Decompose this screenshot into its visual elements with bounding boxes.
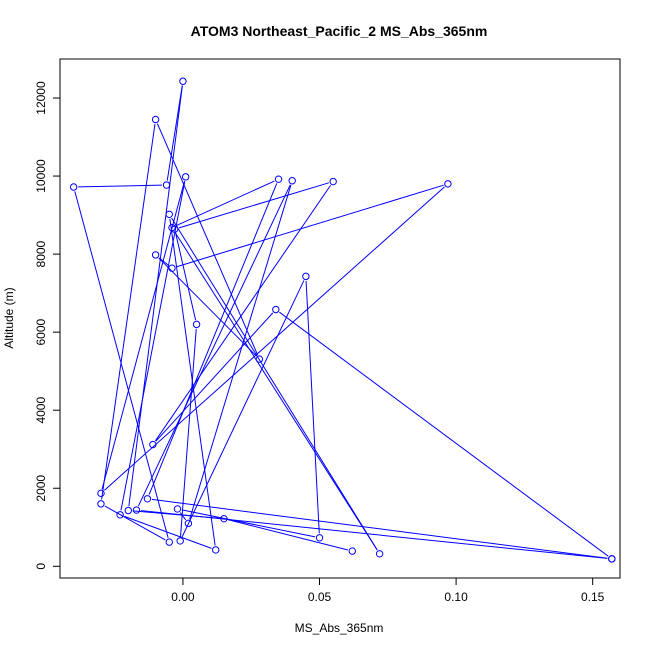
data-point — [255, 355, 264, 363]
data-point — [608, 555, 616, 563]
x-tick-label: 0.05 — [308, 590, 332, 604]
y-tick-label: 4000 — [34, 397, 48, 424]
data-point — [212, 546, 220, 554]
data-point — [165, 538, 173, 546]
data-point — [132, 506, 141, 514]
series-line-segment — [228, 519, 349, 551]
series-line-segment — [176, 184, 444, 268]
data-point — [173, 505, 182, 513]
y-tick-label: 12000 — [34, 81, 48, 115]
y-tick-label: 8000 — [34, 240, 48, 267]
chart-title: ATOM3 Northeast_Pacific_2 MS_Abs_365nm — [191, 23, 488, 39]
y-tick-label: 0 — [34, 563, 48, 570]
series-line-segment — [120, 181, 186, 511]
series-line-segment — [101, 181, 185, 490]
data-point — [171, 225, 179, 233]
series-line-segment — [305, 280, 320, 534]
y-tick-label: 2000 — [34, 475, 48, 502]
data-point — [179, 77, 187, 85]
x-tick-label: 0.15 — [581, 590, 605, 604]
series-line-segment — [137, 184, 291, 507]
series-line-segment — [181, 509, 316, 538]
data-points — [69, 77, 616, 563]
data-point — [176, 537, 184, 545]
data-point — [272, 305, 280, 314]
series-line-segment — [158, 257, 169, 266]
series-line-segment — [104, 505, 166, 541]
data-lines — [74, 85, 609, 559]
data-point — [375, 550, 384, 558]
data-point — [444, 180, 452, 188]
data-point — [165, 210, 173, 219]
series-line-segment — [180, 328, 197, 537]
data-point — [302, 272, 310, 281]
series-line-segment — [128, 85, 183, 507]
series-line-segment — [175, 180, 275, 227]
y-tick-label: 10000 — [34, 159, 48, 193]
series-line-segment — [155, 184, 332, 442]
series-line-segment — [166, 85, 183, 181]
x-tick-label: 0.00 — [171, 590, 195, 604]
series-line-segment — [171, 217, 378, 551]
data-point — [143, 495, 152, 503]
y-axis: 0 2000 4000 6000 8000 10000 12000 — [34, 81, 61, 570]
data-point — [348, 547, 356, 555]
series-line-segment — [151, 498, 608, 559]
data-point — [149, 440, 157, 449]
series-line-segment — [158, 257, 257, 357]
series-line-segment — [124, 515, 212, 549]
series-line-segment — [155, 312, 274, 442]
series-line-segment — [173, 231, 378, 551]
data-point — [181, 173, 190, 181]
data-point — [315, 534, 324, 542]
y-axis-label: Altitude (m) — [2, 287, 16, 348]
series-line-segment — [104, 186, 445, 491]
series-line-segment — [179, 512, 187, 521]
series-line-segment — [181, 280, 305, 538]
data-point — [162, 181, 171, 189]
data-point — [69, 183, 78, 191]
data-point — [288, 177, 296, 185]
series-line-segment — [78, 184, 163, 188]
data-point — [274, 175, 283, 183]
x-axis: 0.00 0.05 0.10 0.15 — [171, 577, 605, 604]
data-point — [124, 506, 132, 515]
series-line-segment — [101, 123, 156, 500]
data-point — [116, 511, 124, 519]
x-axis-label: MS_Abs_365nm — [295, 621, 384, 635]
data-point — [151, 115, 160, 124]
data-point — [151, 251, 160, 259]
series-line-segment — [148, 183, 278, 495]
series-line-segment — [189, 184, 292, 520]
x-tick-label: 0.10 — [444, 590, 468, 604]
data-point — [97, 500, 105, 508]
series-line-segment — [140, 510, 608, 559]
y-tick-label: 6000 — [34, 318, 48, 345]
series-line-segment — [279, 311, 609, 557]
data-point — [192, 320, 201, 329]
data-point — [97, 489, 105, 498]
data-point — [168, 264, 176, 272]
data-point — [184, 519, 193, 528]
series-line-segment — [74, 191, 169, 538]
data-point — [329, 177, 337, 186]
series-line-segment — [178, 182, 330, 229]
series-line-segment — [175, 233, 197, 321]
data-point — [220, 514, 228, 523]
